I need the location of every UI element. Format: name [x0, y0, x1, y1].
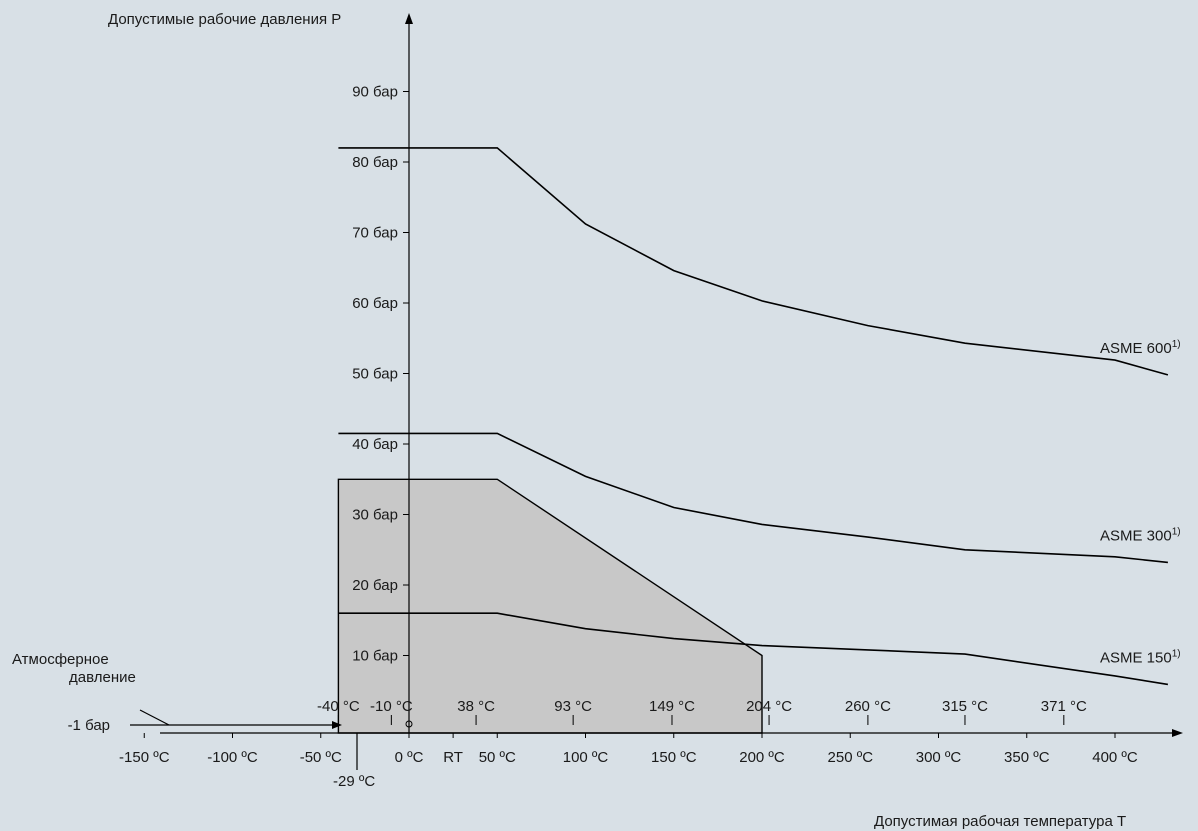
atm-label-line2: давление: [69, 669, 136, 686]
x-tick-label-top: -40 °C: [317, 698, 360, 715]
x-tick-label-top: 204 °C: [746, 698, 792, 715]
x-axis-arrow: [1172, 729, 1183, 737]
y-tick-label: -1 бар: [68, 717, 110, 734]
x-tick-label-bottom: -150 ºC: [119, 749, 170, 766]
y-axis-title: Допустимые рабочие давления P: [108, 11, 341, 28]
x-tick-label-bottom: 100 ºC: [563, 749, 609, 766]
x-tick-label-top: 38 °C: [457, 698, 495, 715]
y-axis-arrow: [405, 13, 413, 24]
x-tick-label-top: 260 °C: [845, 698, 891, 715]
x-tick-label-bottom: RT: [443, 749, 463, 766]
x-tick-label-bottom: 300 ºC: [916, 749, 962, 766]
y-tick-label: 80 бар: [352, 154, 398, 171]
x-tick-label-bottom: -100 ºC: [207, 749, 258, 766]
y-tick-label: 30 бар: [352, 507, 398, 524]
x-tick-label-bottom: 250 ºC: [828, 749, 874, 766]
y-tick-label: 60 бар: [352, 295, 398, 312]
y-tick-label: 90 бар: [352, 84, 398, 101]
series-line-asme-600: [338, 147, 1169, 376]
y-tick-label: 70 бар: [352, 225, 398, 242]
x-tick-label-bottom: 200 ºC: [739, 749, 785, 766]
x-tick-label-top: 93 °C: [554, 698, 592, 715]
series-label-asme-150: ASME 1501): [1100, 648, 1181, 666]
atm-arrow-head: [332, 721, 342, 729]
y-tick-label: 10 бар: [352, 648, 398, 665]
x-tick-label-bottom: 350 ºC: [1004, 749, 1050, 766]
series-label-asme-300: ASME 3001): [1100, 526, 1181, 544]
x-tick-label-top: -10 °C: [370, 698, 413, 715]
x-tick-label-top: 371 °C: [1041, 698, 1087, 715]
x-tick-label-top: 149 °C: [649, 698, 695, 715]
x-tick-label-bottom: 50 ºC: [479, 749, 516, 766]
x-tick-label-bottom: 0 ºC: [395, 749, 424, 766]
series-label-asme-600: ASME 6001): [1100, 339, 1181, 357]
origin-marker: [405, 720, 413, 728]
shaded-operating-region: [337, 478, 763, 734]
series-line-asme-300: [338, 432, 1168, 564]
x-tick-label-bottom: 150 ºC: [651, 749, 697, 766]
min-temp-label: -29 ºC: [333, 773, 375, 790]
y-tick-label: 20 бар: [352, 577, 398, 594]
series-line-asme-150: [338, 612, 1169, 686]
atm-label-leader: [139, 709, 170, 726]
x-axis-title: Допустимая рабочая температура T: [874, 813, 1126, 830]
x-tick-label-bottom: -50 ºC: [300, 749, 342, 766]
x-tick-label-top: 315 °C: [942, 698, 988, 715]
y-tick-label: 50 бар: [352, 366, 398, 383]
atm-label-line1: Атмосферное: [12, 651, 109, 668]
x-tick-label-bottom: 400 ºC: [1092, 749, 1138, 766]
y-tick-label: 40 бар: [352, 436, 398, 453]
